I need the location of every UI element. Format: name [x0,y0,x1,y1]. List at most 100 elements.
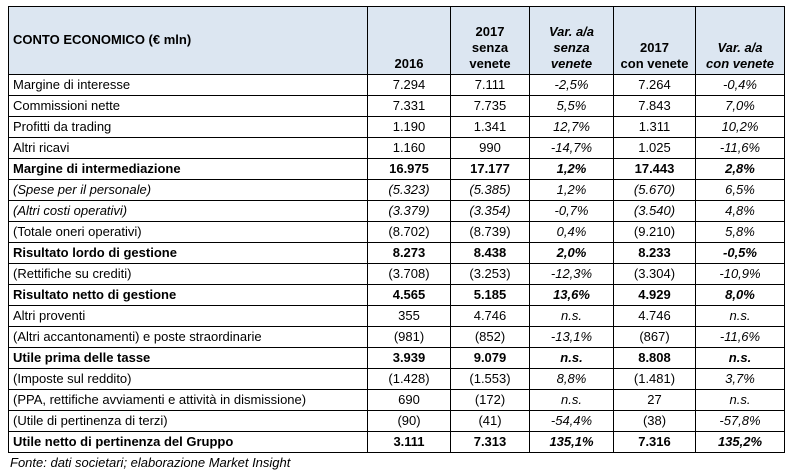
table-row: Altri proventi 355 4.746 n.s. 4.746 n.s. [8,305,785,327]
cell-value: 4.746 [450,305,530,327]
cell-value: (8.702) [367,221,451,243]
table-row: (Spese per il personale) (5.323) (5.385) 1,… [8,179,785,201]
table-body: Margine di interesse 7.294 7.111 -2,5% 7.264… [8,74,785,453]
header-line: venete [469,56,511,71]
header-line: con venete [706,56,774,71]
row-label: Commissioni nette [8,95,368,117]
table-row: Altri ricavi 1.160 990 -14,7% 1.025 -11,6% [8,137,785,159]
cell-value: 4.565 [367,284,451,306]
column-header: 2017 con venete [613,6,696,75]
cell-value: 8,8% [529,368,614,390]
row-label: Margine di interesse [8,74,368,96]
cell-value: n.s. [695,347,785,369]
cell-value: (3.540) [613,200,696,222]
cell-value: 1,2% [529,158,614,180]
cell-value: -14,7% [529,137,614,159]
cell-value: n.s. [695,305,785,327]
cell-value: 355 [367,305,451,327]
cell-value: 690 [367,389,451,411]
cell-value: 8.808 [613,347,696,369]
header-line: venete [550,56,593,71]
cell-value: (90) [367,410,451,432]
cell-value: 27 [613,389,696,411]
cell-value: n.s. [529,347,614,369]
cell-value: (172) [450,389,530,411]
cell-value: 8,0% [695,284,785,306]
cell-value: -0,4% [695,74,785,96]
cell-value: (3.708) [367,263,451,285]
cell-value: 1.311 [613,116,696,138]
cell-value: 3.939 [367,347,451,369]
cell-value: 7.264 [613,74,696,96]
cell-value: 7.294 [367,74,451,96]
header-line: CONTO ECONOMICO (€ mln) [13,31,192,47]
column-header: 2017 senza venete [450,6,530,75]
row-label: Risultato netto di gestione [8,284,368,306]
cell-value: 7.111 [450,74,530,96]
row-label: (Altri accantonamenti) e poste straordin… [8,326,368,348]
table-row: (Utile di pertinenza di terzi) (90) (41) -5… [8,410,785,432]
cell-value: 3,7% [695,368,785,390]
income-table: CONTO ECONOMICO (€ mln) 2016 2017 senza vene… [8,6,785,453]
cell-value: -0,5% [695,242,785,264]
row-label: Utile prima delle tasse [8,347,368,369]
cell-value: 7.331 [367,95,451,117]
cell-value: 17.177 [450,158,530,180]
cell-value: (41) [450,410,530,432]
cell-value: (5.670) [613,179,696,201]
cell-value: 16.975 [367,158,451,180]
cell-value: (867) [613,326,696,348]
cell-value: 135,1% [529,431,614,453]
row-label: Risultato lordo di gestione [8,242,368,264]
cell-value: 2,0% [529,242,614,264]
cell-value: 10,2% [695,116,785,138]
source-note: Fonte: dati societari; elaborazione Mark… [10,455,291,470]
cell-value: (38) [613,410,696,432]
cell-value: -12,3% [529,263,614,285]
cell-value: 7.313 [450,431,530,453]
column-header: Var. a/a senza venete [529,6,614,75]
cell-value: 12,7% [529,116,614,138]
cell-value: 1.160 [367,137,451,159]
cell-value: 1.341 [450,116,530,138]
cell-value: (9.210) [613,221,696,243]
cell-value: 1.190 [367,116,451,138]
cell-value: 4.929 [613,284,696,306]
cell-value: (5.385) [450,179,530,201]
table-row: Risultato lordo di gestione 8.273 8.438 2,0… [8,242,785,264]
row-label: (Utile di pertinenza di terzi) [8,410,368,432]
cell-value: 17.443 [613,158,696,180]
table-row: (Totale oneri operativi) (8.702) (8.739) 0,… [8,221,785,243]
cell-value: 3.111 [367,431,451,453]
cell-value: 8.273 [367,242,451,264]
header-line: 2016 [394,56,424,71]
table-row: (Altri accantonamenti) e poste straordin… [8,326,785,348]
cell-value: 5.185 [450,284,530,306]
header-row: CONTO ECONOMICO (€ mln) 2016 2017 senza vene… [8,6,785,75]
cell-value: 7,0% [695,95,785,117]
table-row: Utile netto di pertinenza del Gruppo 3.11… [8,431,785,453]
cell-value: 1.025 [613,137,696,159]
cell-value: n.s. [529,305,614,327]
cell-value: 4,8% [695,200,785,222]
cell-value: 990 [450,137,530,159]
row-label: Altri ricavi [8,137,368,159]
cell-value: (3.379) [367,200,451,222]
cell-value: -57,8% [695,410,785,432]
column-header: CONTO ECONOMICO (€ mln) [8,6,368,75]
table-header: CONTO ECONOMICO (€ mln) 2016 2017 senza vene… [8,6,785,75]
cell-value: (1.481) [613,368,696,390]
cell-value: n.s. [695,389,785,411]
table-row: Margine di intermediazione 16.975 17.177 1,… [8,158,785,180]
table-row: Profitti da trading 1.190 1.341 12,7% 1.311 1… [8,116,785,138]
cell-value: 7.316 [613,431,696,453]
table-row: Utile prima delle tasse 3.939 9.079 n.s. 8.8… [8,347,785,369]
table-row: (Imposte sul reddito) (1.428) (1.553) 8,8%(… [8,368,785,390]
cell-value: 1,2% [529,179,614,201]
header-line: con venete [620,56,689,71]
cell-value: 9.079 [450,347,530,369]
cell-value: (1.428) [367,368,451,390]
cell-value: 7.843 [613,95,696,117]
